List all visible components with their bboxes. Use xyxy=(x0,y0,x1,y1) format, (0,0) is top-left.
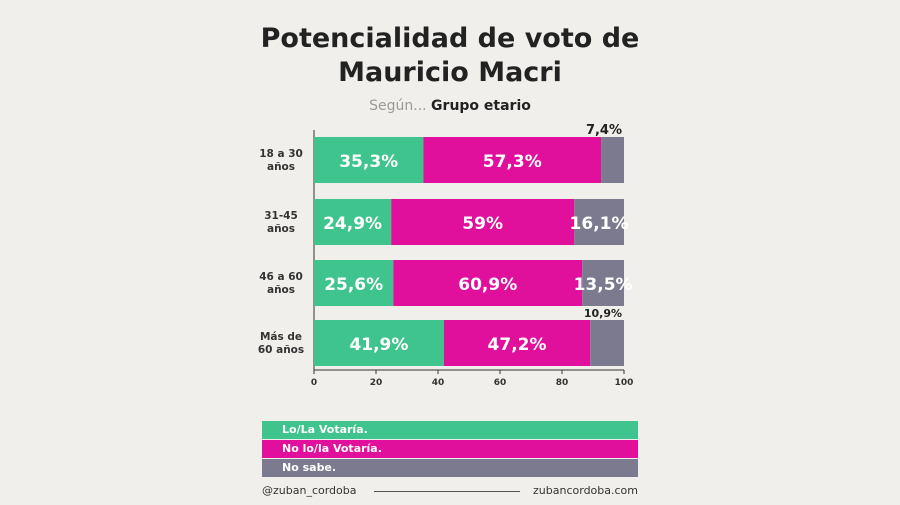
data-label-1-0: 57,3% xyxy=(483,152,542,172)
data-label-1-2: 60,9% xyxy=(458,275,517,295)
data-label-2-2: 13,5% xyxy=(574,275,633,295)
data-label-0-2: 25,6% xyxy=(324,275,383,295)
bar-segment-2-0 xyxy=(601,137,624,183)
category-label-2-line-1: años xyxy=(267,284,295,296)
bar-segment-1-1 xyxy=(391,199,575,245)
data-label-0-1: 24,9% xyxy=(323,214,382,234)
legend-item-votaria: Lo/La Votaría. xyxy=(262,421,638,439)
bar-segment-1-2 xyxy=(393,260,583,306)
data-label-1-3: 47,2% xyxy=(488,335,547,355)
bar-segment-0-2 xyxy=(314,260,394,306)
chart-subtitle: Según... Grupo etario xyxy=(0,98,900,114)
data-label-0-3: 41,9% xyxy=(349,335,408,355)
category-label-3-line-1: 60 años xyxy=(258,344,304,356)
bar-segment-0-1 xyxy=(314,199,392,245)
chart-title-line-1: Potencialidad de voto de xyxy=(260,23,640,54)
chart-title-line-2: Mauricio Macri xyxy=(338,57,562,88)
x-tick-label-5: 100 xyxy=(615,378,634,388)
x-tick-label-1: 20 xyxy=(370,378,383,388)
bar-segment-1-3 xyxy=(443,320,591,366)
chart-title: Potencialidad de voto de Mauricio Macri xyxy=(0,22,900,90)
x-tick-label-3: 60 xyxy=(494,378,507,388)
legend-item-no-votaria: No lo/la Votaría. xyxy=(262,440,638,458)
legend: Lo/La Votaría. No lo/la Votaría. No sabe… xyxy=(262,421,638,478)
footer-divider xyxy=(374,491,520,492)
data-label-1-1: 59% xyxy=(462,214,503,234)
bar-segment-2-2 xyxy=(582,260,624,306)
legend-item-no-sabe: No sabe. xyxy=(262,459,638,477)
category-label-0-line-1: años xyxy=(267,161,295,173)
subtitle-main: Grupo etario xyxy=(431,98,531,114)
x-tick-label-0: 0 xyxy=(311,378,317,388)
category-label-1-line-0: 31-45 xyxy=(264,210,298,222)
subtitle-prefix: Según... xyxy=(369,98,427,114)
footer: @zuban_cordoba zubancordoba.com xyxy=(262,484,638,498)
x-tick-label-4: 80 xyxy=(556,378,569,388)
data-label-2-3: 10,9% xyxy=(584,307,622,320)
footer-handle: @zuban_cordoba xyxy=(262,484,357,497)
data-label-0-0: 35,3% xyxy=(339,152,398,172)
bar-segment-0-0 xyxy=(314,137,424,183)
x-tick-label-2: 40 xyxy=(432,378,445,388)
footer-website: zubancordoba.com xyxy=(533,484,638,497)
bar-segment-2-1 xyxy=(574,199,624,245)
bar-segment-2-3 xyxy=(590,320,624,366)
bar-segment-0-3 xyxy=(314,320,444,366)
category-label-2-line-0: 46 a 60 xyxy=(259,271,303,283)
category-label-3-line-0: Más de xyxy=(260,331,302,343)
bar-segment-1-0 xyxy=(423,137,602,183)
data-label-2-0: 7,4% xyxy=(586,123,622,138)
category-label-0-line-0: 18 a 30 xyxy=(259,148,303,160)
category-label-1-line-1: años xyxy=(267,223,295,235)
data-label-2-1: 16,1% xyxy=(570,214,629,234)
